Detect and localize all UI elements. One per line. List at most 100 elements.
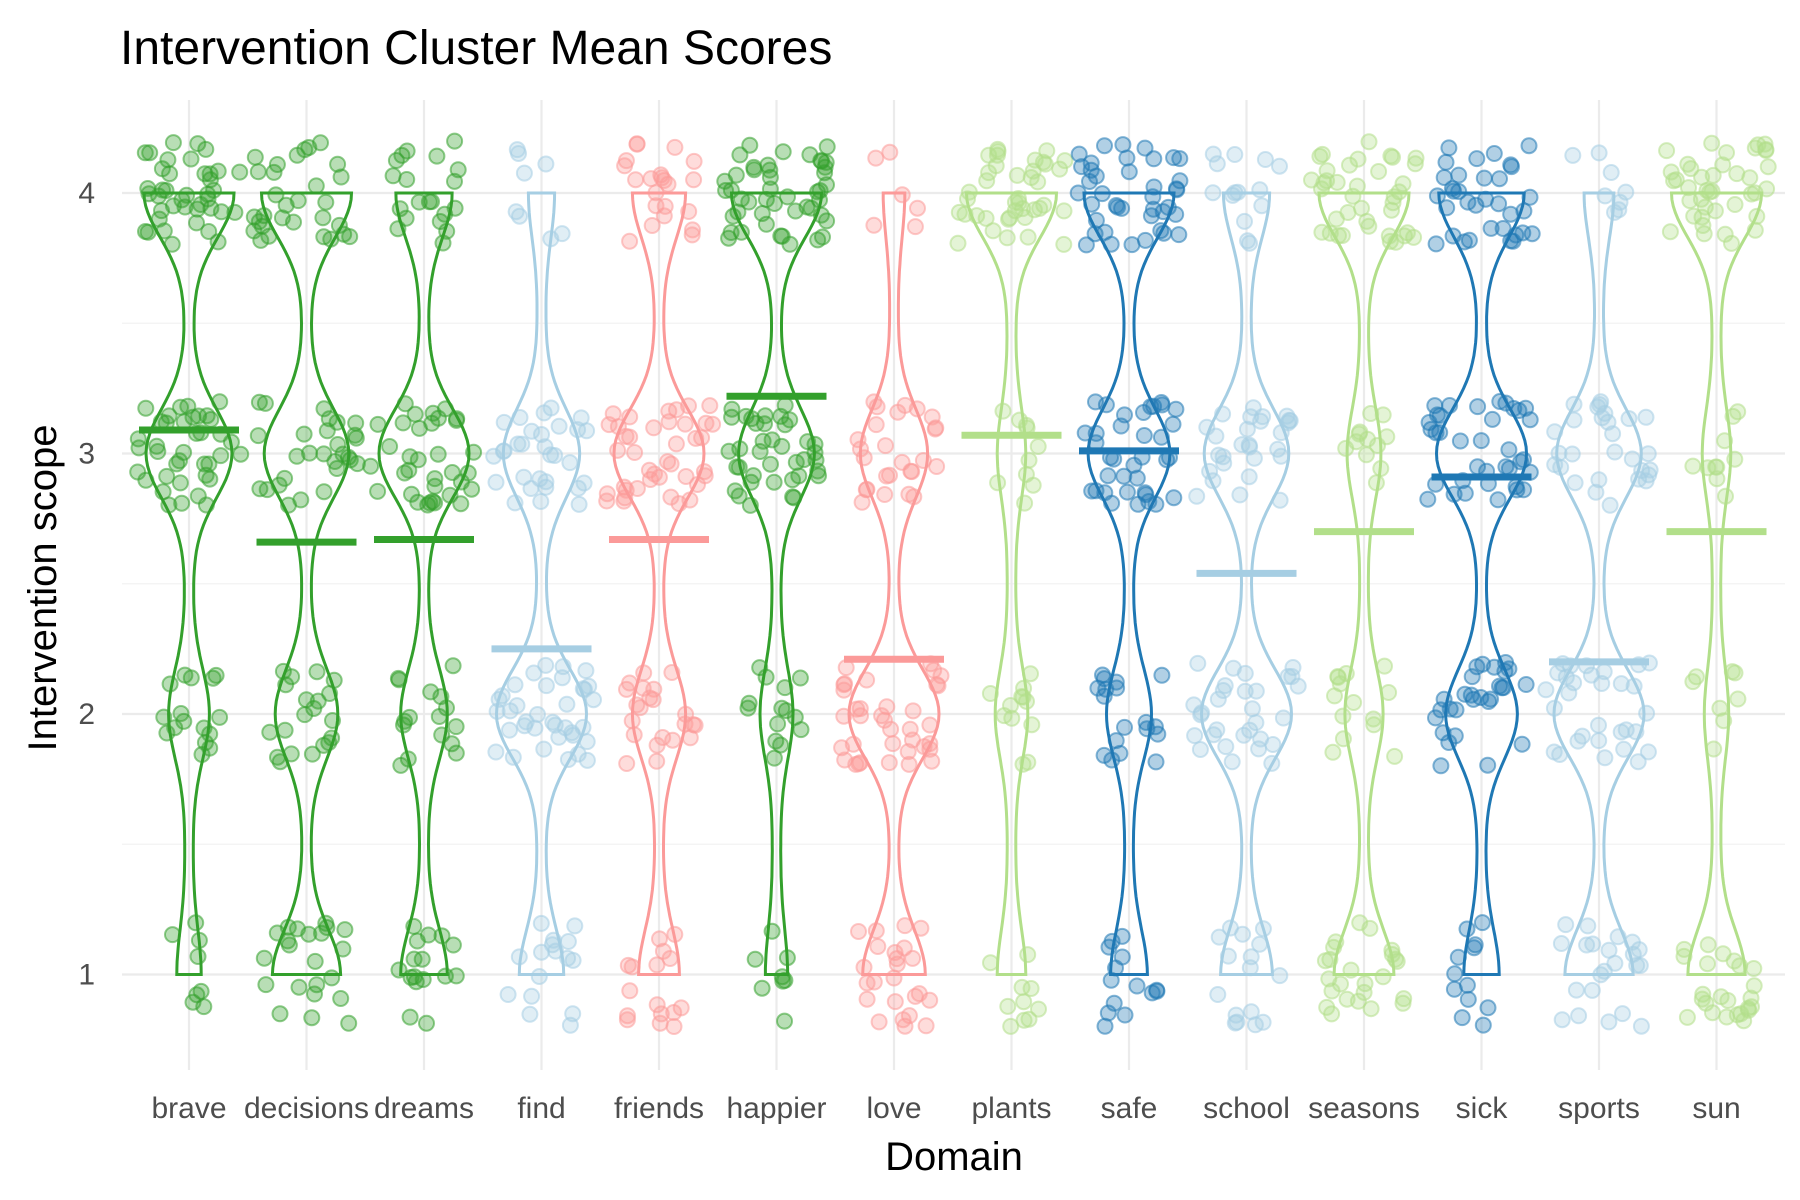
data-point [447, 967, 465, 985]
data-point [766, 195, 783, 212]
data-point [895, 939, 913, 957]
data-point [336, 921, 354, 939]
data-point [1467, 196, 1485, 214]
data-point [1614, 1005, 1631, 1023]
data-point [1725, 952, 1743, 970]
data-point [950, 203, 968, 221]
data-point [1460, 231, 1478, 249]
data-point [303, 1009, 321, 1027]
x-tick-label: sun [1692, 1092, 1740, 1125]
data-point [835, 707, 853, 725]
data-point [268, 156, 286, 173]
data-point [1271, 967, 1289, 985]
data-point [1578, 936, 1596, 954]
data-point [1503, 158, 1520, 176]
data-point [1537, 681, 1555, 699]
data-point [1708, 470, 1726, 488]
data-point [1364, 710, 1382, 728]
data-point [530, 968, 548, 985]
violin-seasons [1317, 191, 1411, 976]
data-point [295, 425, 313, 443]
data-point [1407, 149, 1425, 167]
data-point [1680, 179, 1697, 197]
data-point [686, 716, 704, 734]
data-point [1347, 433, 1365, 451]
data-point [1031, 199, 1049, 217]
data-point [772, 407, 790, 425]
data-point [1490, 195, 1508, 213]
data-point [1096, 137, 1113, 155]
data-point [553, 669, 571, 687]
data-point [211, 708, 229, 726]
data-point [878, 467, 896, 485]
data-point [1485, 145, 1503, 162]
data-point [1234, 925, 1252, 943]
data-point [980, 146, 998, 164]
data-point [1728, 165, 1746, 183]
data-point [513, 435, 531, 453]
data-point [1450, 166, 1468, 184]
data-point [982, 954, 999, 972]
data-point [648, 996, 666, 1014]
data-point [1583, 981, 1601, 999]
data-point [643, 217, 661, 234]
data-point [159, 151, 177, 169]
data-point [501, 721, 518, 739]
data-point [667, 435, 685, 453]
data-point [1612, 675, 1630, 693]
x-tick-label: love [866, 1092, 921, 1125]
data-point [314, 209, 332, 227]
data-point [1637, 408, 1655, 426]
data-point [1118, 149, 1136, 167]
data-point [977, 209, 995, 227]
data-point [1236, 212, 1253, 230]
data-point [1226, 146, 1244, 163]
data-point [949, 234, 967, 252]
data-point [1128, 977, 1146, 995]
data-point [876, 486, 894, 503]
data-point [1334, 707, 1352, 725]
data-point [141, 144, 159, 162]
data-point [1482, 690, 1499, 708]
chart-title: Intervention Cluster Mean Scores [120, 22, 832, 75]
data-point [1714, 156, 1732, 174]
data-point [836, 675, 854, 693]
data-point [506, 676, 524, 694]
data-point [1355, 983, 1373, 1001]
data-point [1019, 946, 1037, 964]
data-point [515, 164, 533, 182]
data-point [896, 396, 914, 414]
data-point [870, 1013, 888, 1031]
data-point [747, 414, 765, 432]
data-point [1361, 919, 1379, 937]
data-point [315, 400, 333, 418]
data-point [1002, 1017, 1020, 1035]
x-tick-label: brave [151, 1092, 226, 1125]
data-point [1008, 166, 1026, 184]
data-point [901, 720, 919, 738]
data-point [628, 480, 646, 497]
data-point [741, 136, 759, 154]
data-point [1022, 980, 1040, 997]
x-tick-label: safe [1101, 1092, 1158, 1125]
data-point [650, 468, 668, 486]
data-point [329, 155, 347, 173]
data-point [271, 1005, 289, 1023]
data-point [406, 405, 424, 423]
data-point [886, 993, 904, 1011]
data-point [662, 455, 680, 473]
data-point [1082, 161, 1100, 179]
data-point [781, 235, 799, 253]
data-point [618, 1011, 636, 1029]
data-point [1143, 984, 1161, 1002]
data-point [290, 978, 308, 996]
data-point [232, 445, 250, 463]
data-point [1729, 403, 1747, 421]
data-point [1056, 152, 1074, 170]
data-point [1020, 1010, 1038, 1028]
data-point [932, 667, 950, 685]
data-point [1606, 443, 1624, 461]
data-point [816, 164, 834, 182]
violin-find [494, 191, 589, 976]
